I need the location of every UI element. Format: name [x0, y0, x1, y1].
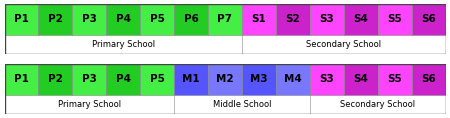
Bar — [378, 4, 412, 35]
Bar — [344, 64, 378, 95]
Text: P5: P5 — [150, 14, 165, 24]
Text: S6: S6 — [421, 74, 436, 84]
Text: P5: P5 — [150, 74, 165, 84]
Bar — [4, 64, 38, 95]
Text: S4: S4 — [353, 74, 368, 84]
Text: M1: M1 — [182, 74, 200, 84]
Bar — [174, 4, 208, 35]
Bar — [106, 4, 140, 35]
Bar — [378, 64, 412, 95]
Text: S4: S4 — [353, 14, 368, 24]
Bar — [4, 95, 446, 114]
Text: S5: S5 — [387, 14, 402, 24]
Bar — [140, 4, 174, 35]
Text: Middle School: Middle School — [213, 100, 271, 109]
Bar — [208, 64, 242, 95]
Bar — [344, 4, 378, 35]
Bar — [106, 64, 140, 95]
Text: P4: P4 — [116, 14, 131, 24]
Text: P1: P1 — [14, 14, 29, 24]
Bar — [242, 64, 276, 95]
Text: M4: M4 — [284, 74, 302, 84]
Bar — [208, 4, 242, 35]
Bar — [276, 64, 310, 95]
Bar — [38, 4, 72, 35]
Text: P4: P4 — [116, 74, 131, 84]
Text: Primary School: Primary School — [92, 40, 155, 49]
Bar — [4, 4, 38, 35]
Bar — [4, 35, 446, 54]
Text: P2: P2 — [48, 74, 63, 84]
Bar — [412, 64, 446, 95]
Text: S1: S1 — [252, 14, 266, 24]
Bar — [72, 64, 106, 95]
Text: P6: P6 — [184, 14, 198, 24]
Text: P3: P3 — [82, 14, 97, 24]
Text: M2: M2 — [216, 74, 234, 84]
Bar — [38, 64, 72, 95]
Text: P1: P1 — [14, 74, 29, 84]
Text: P2: P2 — [48, 14, 63, 24]
Bar — [310, 64, 344, 95]
Bar — [276, 4, 310, 35]
Text: S3: S3 — [320, 14, 334, 24]
Bar — [242, 4, 276, 35]
Text: Secondary School: Secondary School — [306, 40, 381, 49]
Text: S5: S5 — [387, 74, 402, 84]
Bar — [310, 4, 344, 35]
Text: M3: M3 — [250, 74, 268, 84]
Text: S3: S3 — [320, 74, 334, 84]
Text: S6: S6 — [421, 14, 436, 24]
Text: P7: P7 — [217, 14, 233, 24]
Text: S2: S2 — [285, 14, 300, 24]
Text: Secondary School: Secondary School — [340, 100, 415, 109]
Text: Primary School: Primary School — [58, 100, 121, 109]
Text: P3: P3 — [82, 74, 97, 84]
Bar — [140, 64, 174, 95]
Bar — [412, 4, 446, 35]
Bar — [174, 64, 208, 95]
Bar — [72, 4, 106, 35]
